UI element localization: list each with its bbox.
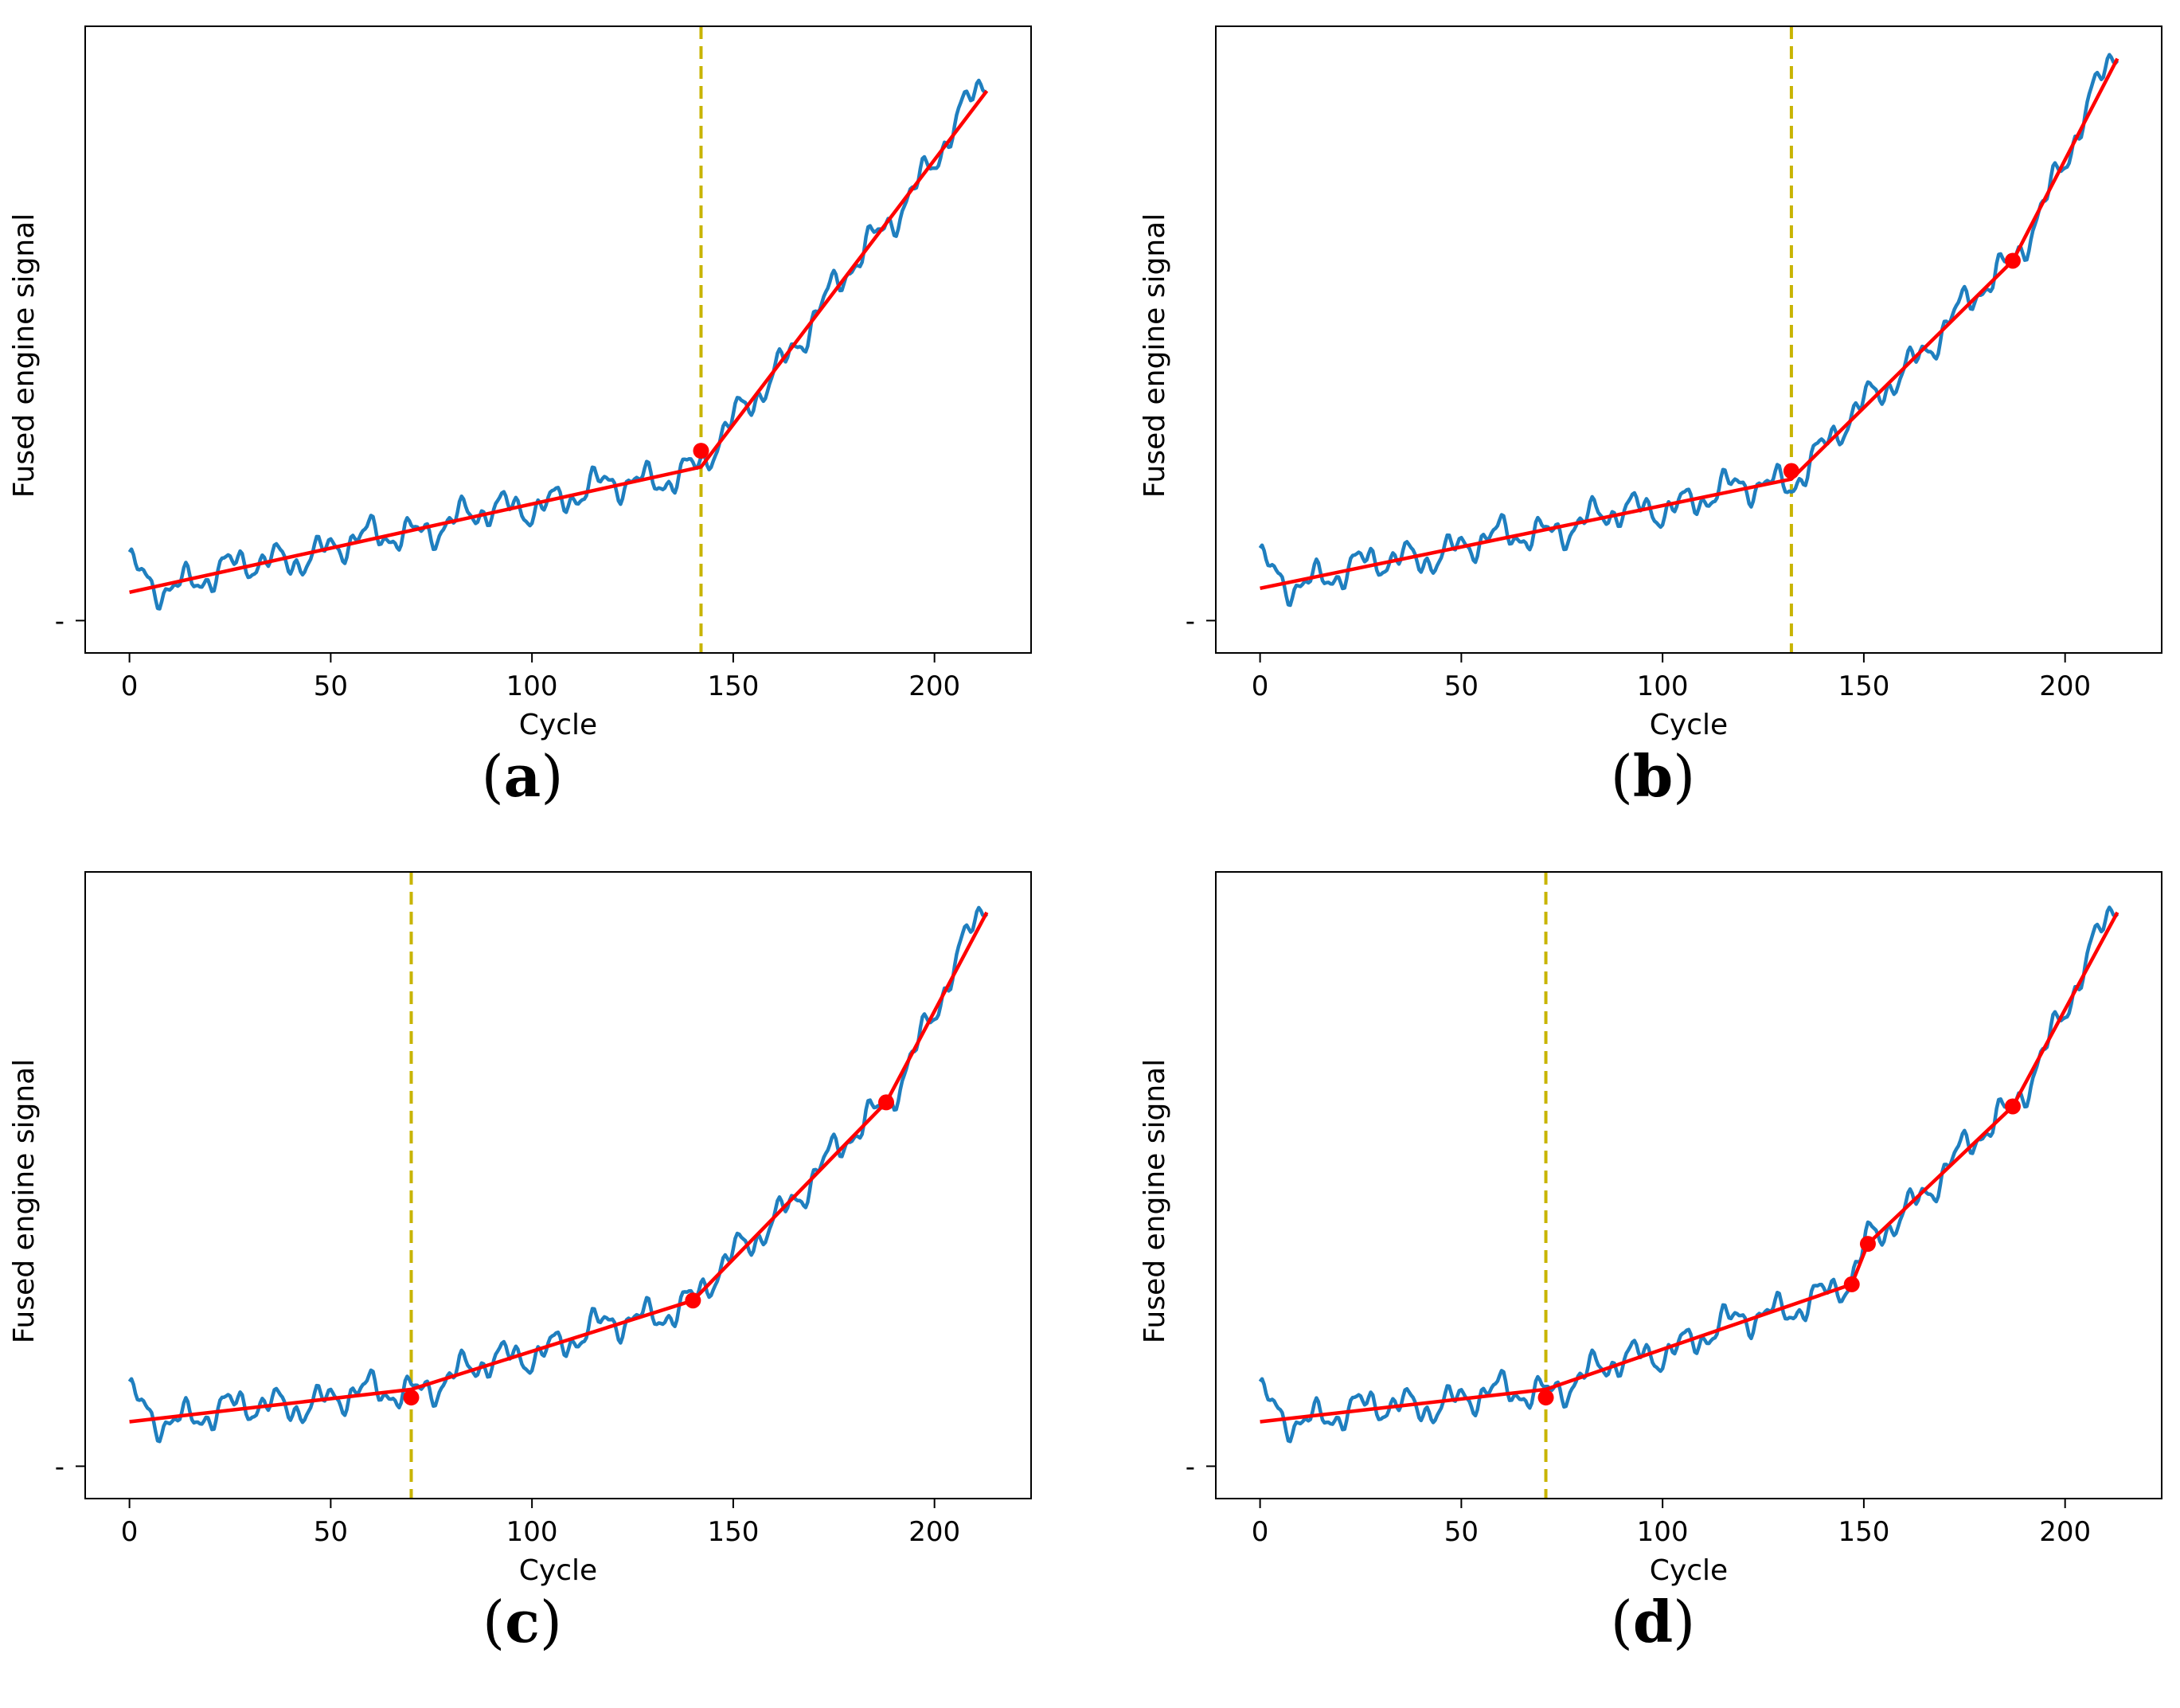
y-axis-label: Fused engine signal (1139, 213, 1171, 498)
x-axis-label: Cycle (519, 1554, 597, 1587)
y-axis-label: Fused engine signal (1139, 1059, 1171, 1343)
x-axis-label: Cycle (1650, 1554, 1728, 1587)
chart-panel-c: 0 50 100 150 200 - Cycle Fused engine signal (c) (8, 871, 1032, 1655)
breakpoint-marker (878, 1094, 895, 1111)
signal-line (1258, 905, 2119, 1444)
axes-frame (1215, 871, 2162, 1499)
x-tick-label: 50 (1444, 670, 1479, 702)
y-axis-label: Fused engine signal (8, 213, 41, 498)
x-tick-label: 150 (1838, 1516, 1889, 1548)
y-tick-label: - (1186, 1451, 1195, 1483)
x-tick-label: 200 (908, 1516, 960, 1548)
fit-line (129, 911, 989, 1424)
breakpoint-marker (2004, 252, 2021, 269)
axes-frame (1215, 25, 2162, 654)
x-tick-label: 0 (1252, 1516, 1269, 1548)
x-tick-label: 200 (908, 670, 960, 702)
breakpoint-marker (2004, 1098, 2021, 1115)
panel-label: (a) (482, 742, 564, 810)
x-tick-label: 150 (1838, 670, 1889, 702)
x-tick-label: 150 (707, 1516, 759, 1548)
panel-label: (c) (482, 1588, 562, 1655)
x-tick-label: 150 (707, 670, 759, 702)
fit-line (1260, 911, 2119, 1424)
x-tick-label: 0 (1252, 670, 1269, 702)
x-tick-label: 100 (1637, 670, 1689, 702)
breakpoint-marker (693, 443, 709, 459)
chart-panel-a: 0 50 100 150 200 - Cycle Fused engine signal (a) (8, 25, 1032, 810)
x-axis-label: Cycle (1650, 709, 1728, 741)
x-tick-label: 50 (314, 1516, 348, 1548)
breakpoint-marker (403, 1389, 420, 1406)
x-tick-label: 200 (2039, 670, 2091, 702)
signal-line (127, 78, 988, 611)
x-axis-label: Cycle (519, 709, 597, 741)
chart-panel-b: 0 50 100 150 200 - Cycle Fused engine signal (b) (1139, 25, 2162, 810)
panel-label: (b) (1611, 742, 1696, 810)
x-tick-label: 200 (2039, 1516, 2091, 1548)
breakpoint-marker (685, 1292, 701, 1309)
breakpoint-marker (1783, 463, 1799, 479)
axes-frame (84, 25, 1032, 654)
breakpoint-marker (1537, 1389, 1554, 1406)
y-tick-label: - (55, 1451, 64, 1483)
x-tick-label: 50 (1444, 1516, 1479, 1548)
x-tick-label: 100 (1637, 1516, 1689, 1548)
y-tick-label: - (55, 605, 64, 637)
x-tick-label: 0 (121, 670, 139, 702)
x-tick-label: 50 (314, 670, 348, 702)
signal-line (1258, 53, 2119, 608)
y-axis-label: Fused engine signal (8, 1059, 41, 1343)
breakpoint-marker (1843, 1276, 1860, 1292)
x-tick-label: 100 (506, 670, 558, 702)
x-tick-label: 100 (506, 1516, 558, 1548)
panel-label: (d) (1611, 1588, 1696, 1655)
axes-frame (84, 871, 1032, 1499)
chart-panel-d: 0 50 100 150 200 - Cycle Fused engine signal (d) (1139, 871, 2162, 1655)
fit-line (1260, 57, 2119, 591)
x-tick-label: 0 (121, 1516, 139, 1548)
y-tick-label: - (1186, 605, 1195, 637)
signal-line (127, 905, 989, 1444)
breakpoint-marker (1859, 1236, 1876, 1253)
fit-line (129, 89, 989, 594)
